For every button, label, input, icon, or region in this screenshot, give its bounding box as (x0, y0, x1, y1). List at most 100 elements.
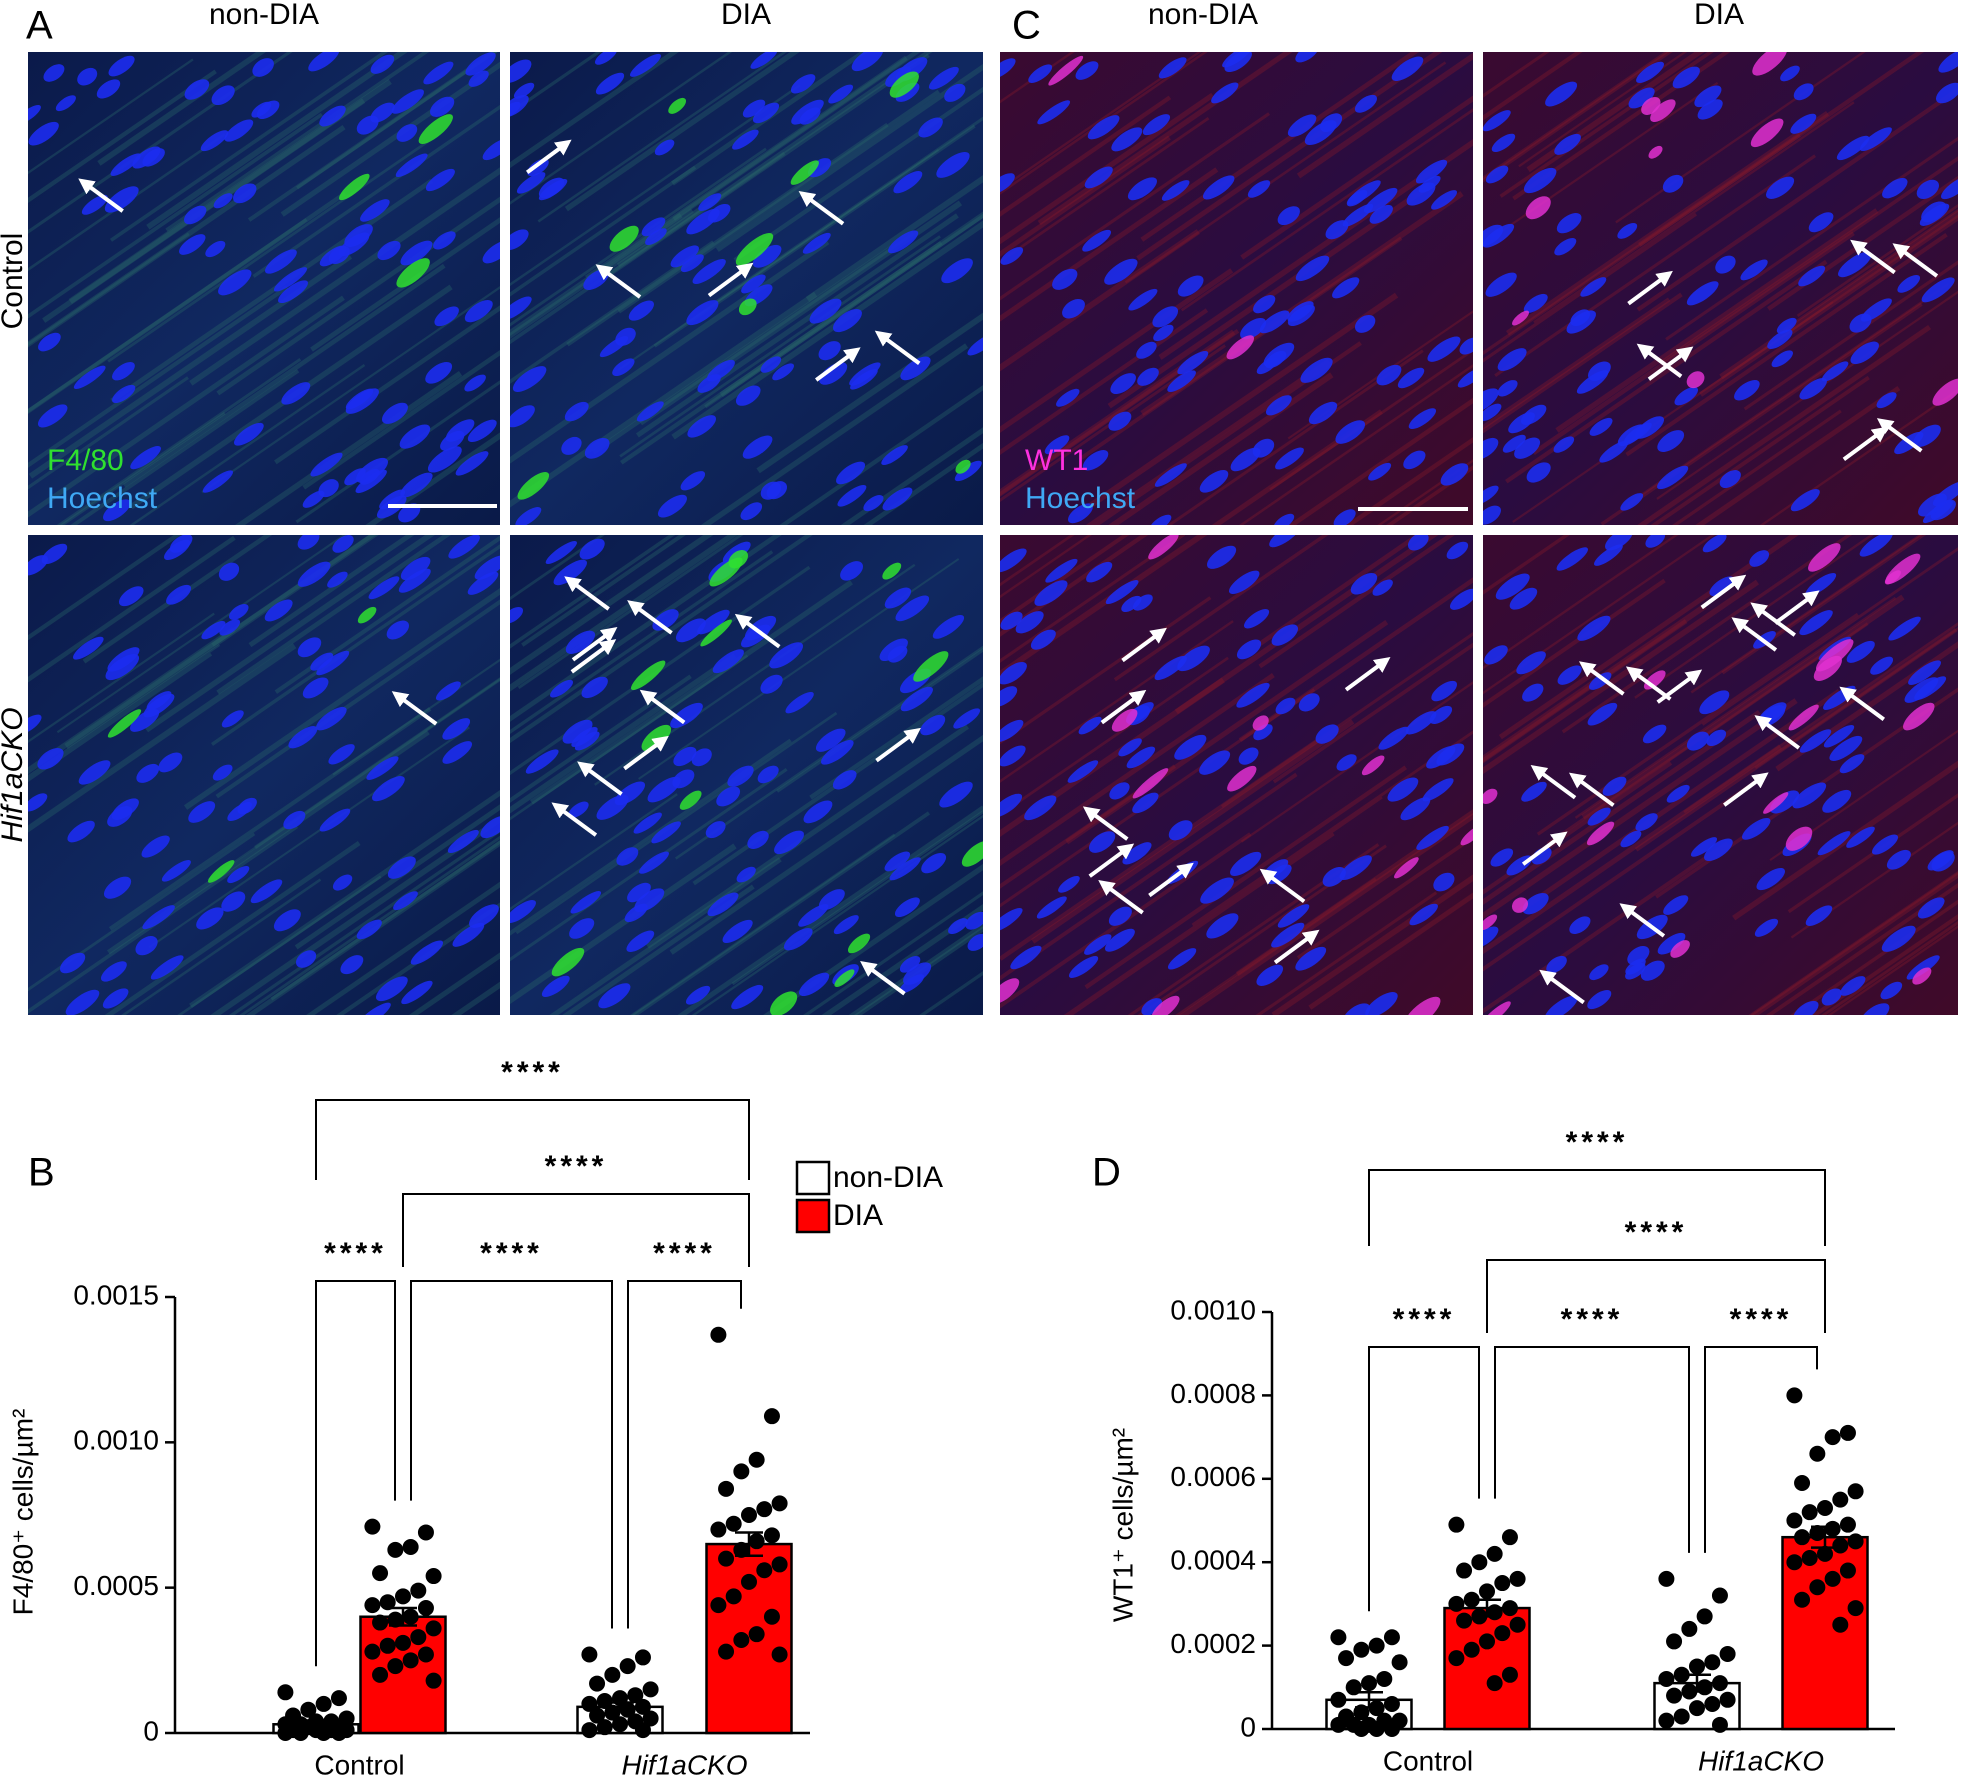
fiber (1483, 52, 1670, 181)
data-point (364, 1643, 381, 1660)
nucleus (691, 748, 712, 767)
fiber (70, 369, 300, 525)
nucleus (1000, 686, 1018, 707)
nucleus (1153, 324, 1174, 342)
nucleus (1436, 743, 1465, 766)
micrograph (1483, 535, 1958, 1015)
nucleus (1605, 535, 1633, 551)
nucleus (105, 653, 140, 681)
nucleus (1719, 470, 1741, 488)
nucleus (510, 900, 536, 924)
nucleus (1086, 561, 1113, 583)
fiber (510, 550, 774, 734)
stain-spot (1111, 708, 1138, 732)
arrow (1530, 764, 1577, 800)
fiber (1701, 547, 1958, 726)
nucleus (541, 975, 570, 998)
fiber (1796, 203, 1958, 317)
fiber (704, 213, 983, 409)
nucleus (1339, 855, 1372, 880)
nucleus (1916, 179, 1940, 200)
fiber (607, 53, 930, 277)
nucleus (1544, 995, 1578, 1015)
fiber (1821, 920, 1958, 1015)
nucleus (77, 67, 98, 86)
nucleus (1640, 960, 1665, 981)
nucleus (1167, 948, 1197, 970)
data-point (364, 1597, 381, 1614)
fiber (1000, 535, 1075, 587)
nucleus (1587, 702, 1618, 726)
fiber (1743, 260, 1958, 411)
nucleus (742, 435, 773, 459)
stain-spot (1483, 788, 1498, 804)
nucleus (1799, 610, 1833, 636)
nucleus (833, 915, 859, 935)
fiber (1345, 437, 1473, 525)
nucleus (1259, 310, 1290, 334)
nucleus (1403, 450, 1426, 470)
nucleus (1230, 851, 1262, 876)
nucleus (627, 882, 651, 903)
nucleus (1495, 573, 1530, 600)
nucleus (340, 955, 364, 975)
nucleus (141, 835, 170, 858)
fiber (510, 84, 801, 287)
nucleus (1253, 724, 1273, 741)
nucleus (118, 586, 144, 607)
nucleus (894, 897, 920, 917)
nucleus (900, 686, 933, 712)
y-tick-label: 0.0005 (73, 1570, 159, 1601)
fiber (1000, 344, 1226, 503)
nucleus (1407, 535, 1429, 551)
stain-label: F4/80 (47, 444, 124, 477)
data-point (1456, 1612, 1473, 1629)
nucleus (1502, 434, 1526, 453)
nucleus (1662, 174, 1684, 193)
fiber (122, 263, 446, 488)
nucleus (264, 599, 293, 622)
nucleus (654, 139, 675, 156)
fiber (1255, 891, 1438, 1015)
data-point (1486, 1675, 1503, 1692)
nucleus (38, 332, 61, 352)
nucleus (1686, 281, 1719, 306)
nucleus (1024, 795, 1057, 821)
data-point (1817, 1499, 1833, 1516)
nucleus (1734, 379, 1760, 401)
data-point (417, 1646, 434, 1663)
nucleus (579, 538, 605, 560)
data-point (634, 1698, 651, 1715)
nucleus (1703, 838, 1733, 862)
nucleus (1199, 470, 1229, 493)
fiber (714, 116, 983, 304)
stain-label: Hoechst (47, 482, 158, 515)
nucleus (425, 168, 455, 192)
fiber (1555, 208, 1879, 433)
data-point (1391, 1654, 1408, 1671)
arrow (595, 264, 642, 299)
nucleus (302, 490, 325, 508)
stain-spot (1132, 768, 1169, 799)
nucleus (1416, 825, 1449, 851)
fiber (294, 804, 500, 950)
fiber (510, 535, 813, 744)
nucleus (316, 706, 347, 731)
nucleus (295, 950, 317, 968)
nucleus (332, 535, 354, 553)
nucleus (1938, 52, 1958, 73)
nucleus (903, 962, 932, 985)
nucleus (135, 936, 158, 956)
arrow (1723, 772, 1769, 807)
nucleus (146, 691, 172, 711)
arrow (1569, 772, 1615, 807)
fiber (216, 196, 500, 396)
nucleus (657, 494, 687, 518)
stain-spot (882, 562, 902, 580)
x-tick-label: Control (314, 1749, 404, 1780)
nucleus (1295, 946, 1327, 971)
nucleus (798, 972, 830, 997)
nucleus (356, 919, 382, 940)
nucleus (1790, 113, 1817, 134)
fiber (1296, 835, 1473, 960)
